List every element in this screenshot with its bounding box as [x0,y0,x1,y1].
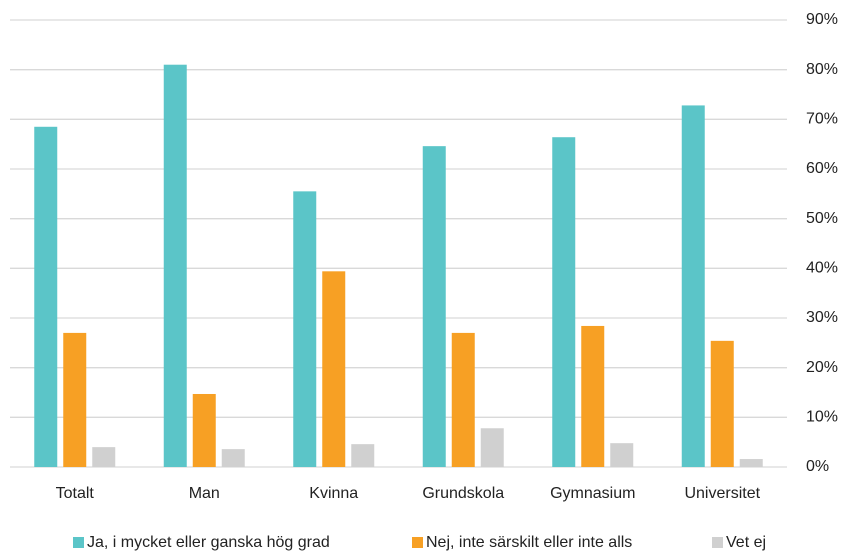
legend-swatch [712,537,723,548]
x-tick-label: Kvinna [309,485,358,502]
bar [610,443,634,467]
bar [221,449,245,467]
y-tick-label: 0% [806,458,829,475]
y-tick-label: 40% [806,260,838,277]
bar [552,137,576,468]
legend-swatch [73,537,84,548]
bar [710,340,734,467]
bar [34,126,58,468]
x-tick-label: Totalt [56,485,95,502]
bar [163,64,187,467]
bar [192,393,216,467]
y-tick-label: 50% [806,210,838,227]
bar [581,325,605,467]
y-tick-label: 10% [806,409,838,426]
bar [681,105,705,467]
bar [739,459,763,467]
y-tick-label: 90% [806,11,838,28]
y-tick-label: 70% [806,111,838,128]
legend-label: Ja, i mycket eller ganska hög grad [87,534,330,551]
y-tick-label: 80% [806,61,838,78]
x-tick-label: Universitet [684,485,760,502]
legend-swatch [412,537,423,548]
bar [480,428,504,467]
x-tick-label: Man [189,485,220,502]
x-tick-label: Gymnasium [550,485,635,502]
x-tick-label: Grundskola [422,485,504,502]
y-tick-label: 20% [806,359,838,376]
legend-label: Vet ej [726,534,766,551]
bar [63,332,87,467]
bar [351,444,375,467]
legend-label: Nej, inte särskilt eller inte alls [426,534,632,551]
bar [293,191,317,467]
bar [451,332,475,467]
y-tick-label: 30% [806,309,838,326]
bar [92,447,116,467]
bar [422,146,446,468]
bar [322,271,346,467]
y-tick-label: 60% [806,160,838,177]
